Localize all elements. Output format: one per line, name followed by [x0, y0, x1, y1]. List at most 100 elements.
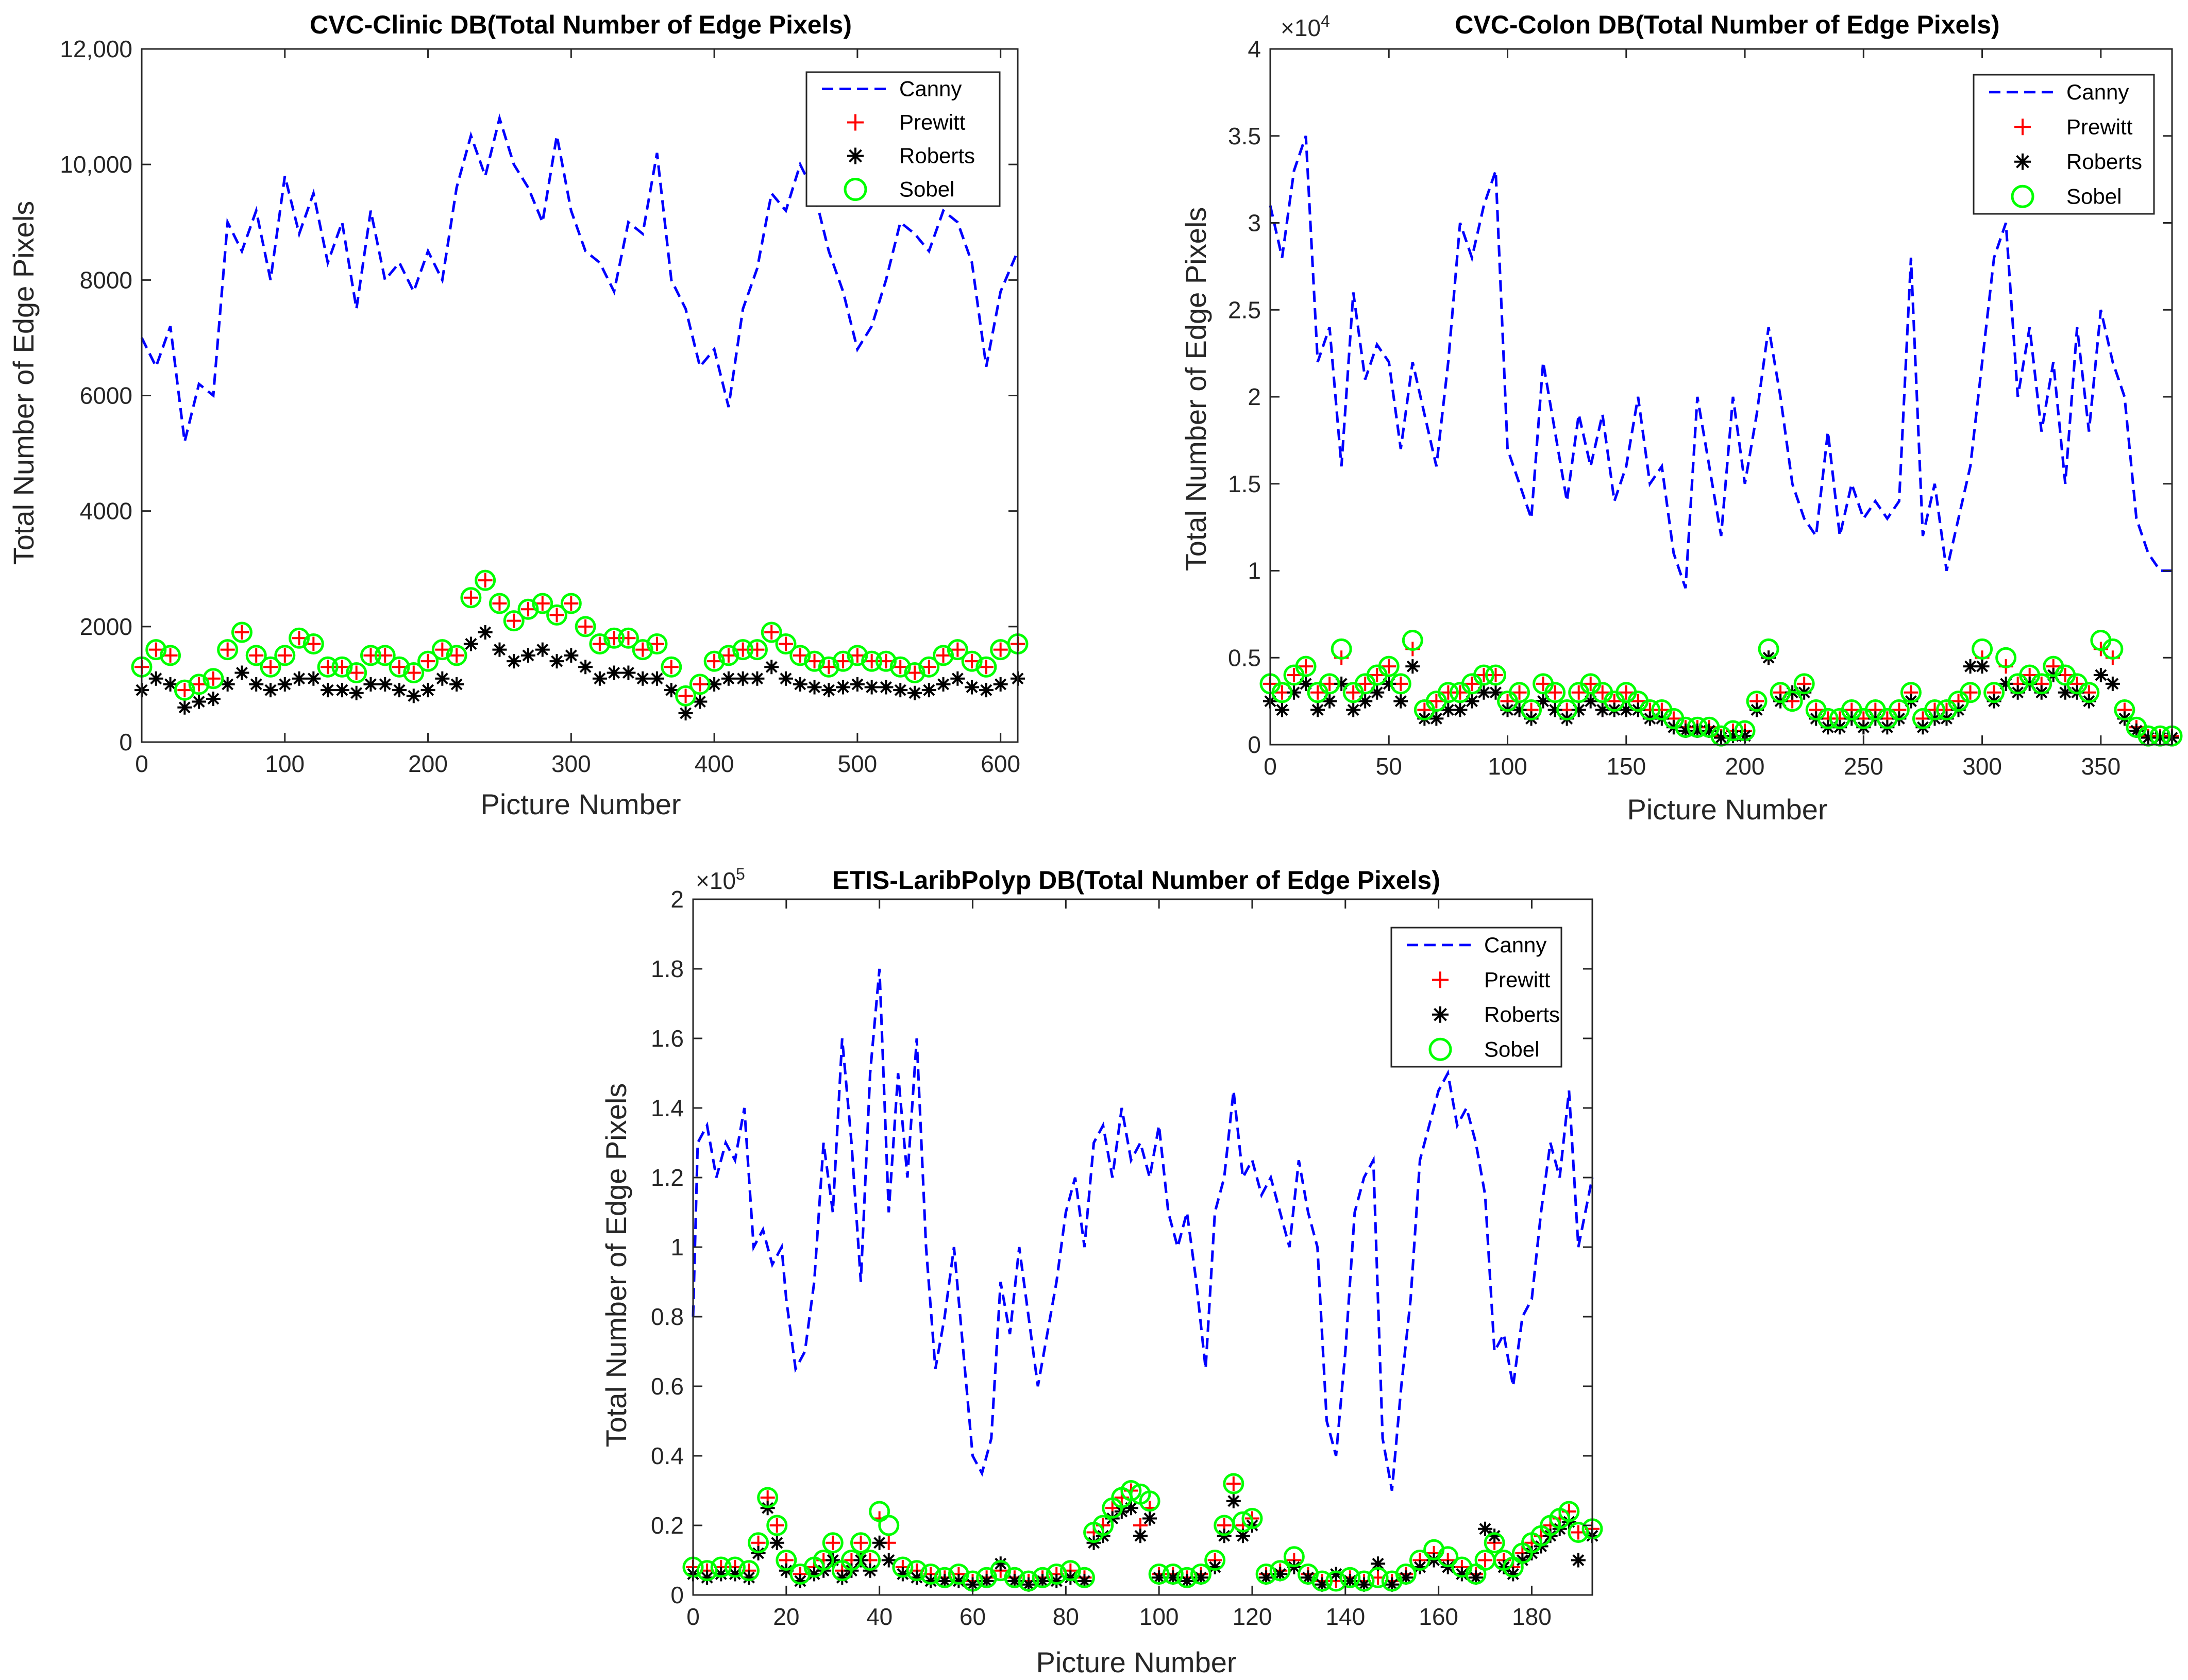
data-point-roberts: [334, 683, 349, 698]
data-point-roberts: [607, 665, 621, 680]
data-point-prewitt: [1226, 1476, 1241, 1491]
data-point-sobel: [575, 616, 596, 637]
data-point-roberts: [764, 660, 779, 675]
data-point-sobel: [1568, 1522, 1589, 1543]
data-point-sobel: [710, 1556, 732, 1578]
data-point-sobel: [603, 627, 625, 649]
data-point-prewitt: [693, 677, 708, 692]
series-sobel: [682, 1473, 1603, 1592]
data-point-sobel: [1995, 647, 2017, 668]
y-tick-label: 2.5: [1228, 296, 1261, 323]
y-tick-label: 1.2: [651, 1164, 684, 1191]
data-point-roberts: [1299, 676, 1314, 691]
data-point-roberts: [907, 685, 922, 700]
data-point-roberts: [1476, 685, 1491, 700]
data-point-roberts: [714, 1567, 729, 1582]
data-point-roberts: [263, 683, 278, 698]
data-point-sobel: [1295, 656, 1317, 677]
data-point-roberts: [1702, 724, 1716, 738]
chart-title: CVC-Clinic DB(Total Number of Edge Pixel…: [310, 10, 852, 39]
y-tick-label: 10,000: [60, 151, 132, 178]
data-point-roberts: [1342, 1574, 1357, 1588]
data-point-roberts: [1371, 1556, 1386, 1571]
data-point-sobel: [1223, 1473, 1244, 1494]
data-point-sobel: [850, 1532, 871, 1554]
data-point-sobel: [748, 1532, 769, 1554]
y-tick-label: 8000: [80, 266, 132, 293]
data-point-sobel: [1888, 699, 1910, 720]
data-point-sobel: [1409, 1550, 1430, 1571]
data-point-sobel: [2031, 673, 2052, 695]
y-tick-label: 1: [670, 1234, 684, 1261]
data-point-prewitt: [564, 596, 579, 611]
data-point-roberts: [478, 625, 493, 640]
data-point-roberts: [1412, 1560, 1427, 1574]
data-point-sobel: [1339, 1567, 1361, 1588]
data-point-roberts: [1512, 702, 1527, 717]
data-point-sobel: [1092, 1515, 1114, 1536]
data-point-roberts: [177, 700, 192, 715]
data-point-roberts: [735, 671, 750, 686]
data-point-sobel: [160, 645, 181, 666]
data-point-sobel: [231, 621, 253, 643]
data-point-sobel: [1972, 638, 1993, 660]
x-axis-label: Picture Number: [1627, 793, 1827, 826]
data-point-sobel: [389, 656, 410, 678]
data-point-roberts: [864, 680, 879, 695]
data-point-prewitt: [163, 648, 178, 663]
data-point-sobel: [766, 1515, 788, 1536]
data-point-roberts: [2105, 676, 2120, 691]
data-point-prewitt: [721, 648, 736, 663]
data-point-roberts: [807, 1567, 822, 1582]
data-point-sobel: [1241, 1508, 1263, 1529]
data-point-prewitt: [420, 654, 435, 669]
data-point-roberts: [435, 671, 450, 686]
data-point-roberts: [492, 642, 507, 657]
legend-label-prewitt: Prewitt: [2066, 114, 2133, 139]
data-point-prewitt: [535, 596, 550, 611]
data-point-prewitt: [950, 642, 965, 657]
data-point-sobel: [920, 1564, 941, 1585]
data-point-prewitt: [1488, 668, 1503, 682]
data-point-sobel: [431, 639, 453, 661]
data-point-prewitt: [1595, 685, 1610, 700]
y-axis-exponent: ×105: [696, 865, 745, 894]
data-point-roberts: [392, 683, 407, 698]
data-point-prewitt: [220, 642, 235, 657]
data-point-sobel: [904, 662, 925, 683]
data-point-sobel: [832, 650, 854, 672]
data-point-sobel: [947, 639, 968, 661]
data-point-sobel: [475, 569, 496, 591]
data-point-prewitt: [1453, 685, 1468, 700]
data-point-prewitt: [1429, 694, 1444, 709]
data-point-prewitt: [292, 631, 307, 646]
y-tick-label: 0.2: [651, 1512, 684, 1539]
legend-symbol-roberts: [847, 147, 864, 164]
data-point-sobel: [203, 668, 224, 690]
data-point-sobel: [1139, 1490, 1160, 1512]
data-point-roberts: [1441, 702, 1456, 717]
data-point-sobel: [1325, 1570, 1347, 1592]
data-point-prewitt: [979, 660, 994, 675]
data-point-roberts: [349, 685, 364, 700]
legend-symbol-prewitt: [2014, 119, 2031, 136]
y-axis-label: Total Number of Edge Pixels: [600, 1083, 632, 1448]
data-point-roberts: [1133, 1528, 1148, 1543]
data-point-sobel: [560, 593, 582, 614]
data-point-roberts: [881, 1553, 896, 1568]
data-point-roberts: [1275, 702, 1290, 717]
data-point-roberts: [721, 671, 736, 686]
x-tick-label: 300: [1962, 753, 2002, 780]
data-point-roberts: [700, 1570, 715, 1585]
data-point-roberts: [234, 665, 249, 680]
data-point-roberts: [937, 1574, 952, 1588]
data-point-prewitt: [850, 648, 865, 663]
data-point-sobel: [188, 674, 210, 695]
legend-symbol-roberts: [1432, 1006, 1449, 1023]
series-canny: [1269, 135, 2172, 589]
data-point-roberts: [742, 1570, 756, 1585]
data-point-roberts: [1468, 1570, 1483, 1585]
exponent-power: 5: [736, 865, 745, 883]
y-tick-label: 0.6: [651, 1373, 684, 1400]
x-tick-label: 600: [981, 750, 1020, 777]
